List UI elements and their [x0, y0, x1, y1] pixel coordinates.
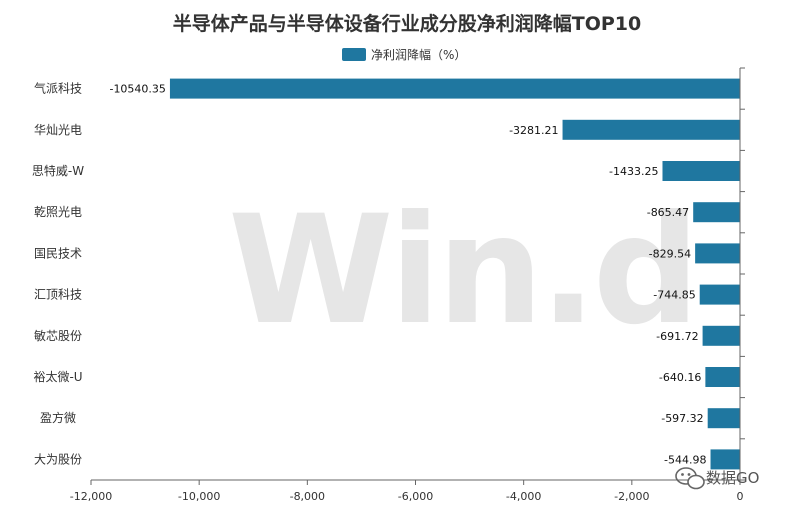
x-tick-label: -12,000 — [70, 490, 112, 503]
data-label: -10540.35 — [109, 83, 165, 96]
data-label: -640.16 — [659, 371, 701, 384]
chart-title: 半导体产品与半导体设备行业成分股净利润降幅TOP10 — [173, 12, 641, 35]
bar — [693, 202, 740, 223]
bar — [695, 243, 740, 264]
category-label: 乾照光电 — [34, 205, 82, 219]
bar — [710, 449, 740, 470]
category-label: 盈方微 — [40, 410, 76, 425]
watermark: Win.d — [228, 184, 696, 358]
category-label: 裕太微-U — [33, 369, 82, 384]
bar — [562, 119, 740, 140]
bar — [662, 161, 740, 181]
y-ticks-group — [740, 67, 745, 481]
x-tick-label: -2,000 — [614, 490, 649, 503]
source-badge: 数据GO — [675, 467, 759, 490]
badge-text: 数据GO — [706, 469, 759, 487]
data-label: -744.85 — [653, 289, 695, 302]
category-label: 国民技术 — [34, 246, 82, 260]
legend-label: 净利润降幅（%） — [371, 47, 466, 62]
data-label: -1433.25 — [609, 165, 658, 178]
x-tick-label: 0 — [737, 490, 744, 503]
data-labels-group: -10540.35 -3281.21 -1433.25 -865.47 -829.54 -… — [109, 83, 706, 467]
wechat-icon — [675, 467, 705, 490]
category-label: 大为股份 — [34, 452, 82, 466]
x-tick-label: -4,000 — [506, 490, 541, 503]
data-label: -829.54 — [649, 247, 691, 260]
data-label: -3281.21 — [509, 124, 558, 137]
category-label: 敏芯股份 — [34, 328, 82, 343]
data-label: -597.32 — [661, 412, 703, 425]
category-label: 汇顶科技 — [34, 288, 82, 302]
category-label: 思特威-W — [32, 163, 84, 178]
x-ticks-group: -12,000 -10,000 -8,000 -6,000 -4,000 -2,000 0 — [70, 480, 744, 503]
data-label: -691.72 — [656, 330, 698, 343]
legend-swatch — [342, 48, 366, 61]
bar — [699, 284, 740, 305]
bar — [705, 367, 740, 387]
data-label: -865.47 — [647, 206, 689, 219]
data-label: -544.98 — [664, 453, 706, 466]
bars-group — [169, 78, 740, 470]
category-label: 华灿光电 — [34, 123, 82, 137]
bar — [707, 408, 740, 429]
x-tick-label: -10,000 — [178, 490, 220, 503]
bar — [702, 325, 740, 346]
bar — [169, 78, 740, 99]
category-label: 气派科技 — [34, 81, 82, 96]
x-tick-label: -8,000 — [290, 490, 325, 503]
legend: 净利润降幅（%） — [342, 47, 466, 62]
x-tick-label: -6,000 — [398, 490, 433, 503]
